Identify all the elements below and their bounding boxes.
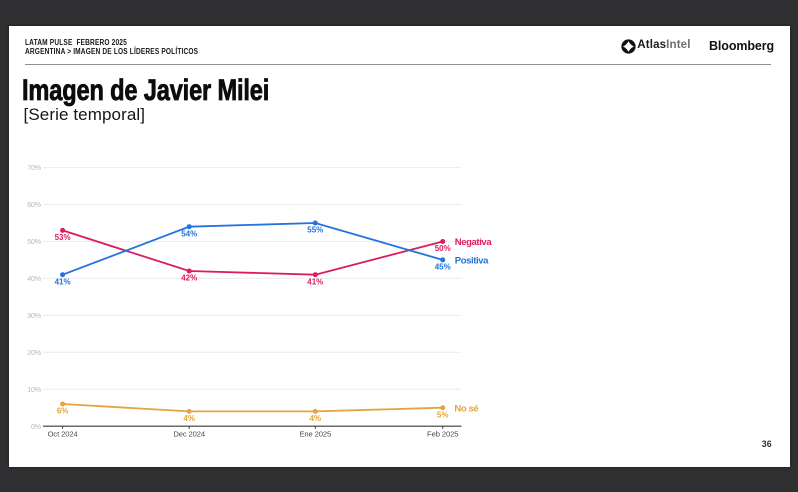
svg-text:20%: 20% (27, 348, 42, 357)
svg-text:Oct 2024: Oct 2024 (48, 430, 78, 439)
svg-text:30%: 30% (27, 311, 42, 320)
svg-text:No sé: No sé (454, 403, 478, 414)
svg-text:Feb 2025: Feb 2025 (427, 430, 458, 439)
svg-text:50%: 50% (435, 244, 451, 253)
svg-text:50%: 50% (27, 237, 42, 246)
svg-text:40%: 40% (27, 274, 42, 283)
svg-text:0%: 0% (31, 422, 42, 431)
svg-text:Dec 2024: Dec 2024 (173, 430, 205, 439)
svg-text:6%: 6% (57, 407, 69, 416)
svg-text:4%: 4% (310, 414, 322, 423)
svg-text:5%: 5% (437, 410, 449, 419)
svg-text:41%: 41% (55, 277, 71, 286)
svg-text:45%: 45% (435, 263, 451, 272)
svg-text:55%: 55% (307, 226, 323, 235)
svg-text:Ene 2025: Ene 2025 (299, 430, 331, 439)
svg-text:41%: 41% (307, 277, 323, 286)
svg-text:42%: 42% (181, 274, 197, 283)
svg-text:70%: 70% (27, 163, 42, 172)
svg-text:4%: 4% (183, 414, 195, 423)
svg-text:Negativa: Negativa (455, 237, 493, 248)
svg-text:Positiva: Positiva (455, 255, 489, 266)
svg-text:53%: 53% (55, 233, 71, 242)
svg-text:54%: 54% (181, 229, 197, 238)
svg-text:60%: 60% (27, 200, 42, 209)
svg-text:10%: 10% (27, 385, 42, 394)
